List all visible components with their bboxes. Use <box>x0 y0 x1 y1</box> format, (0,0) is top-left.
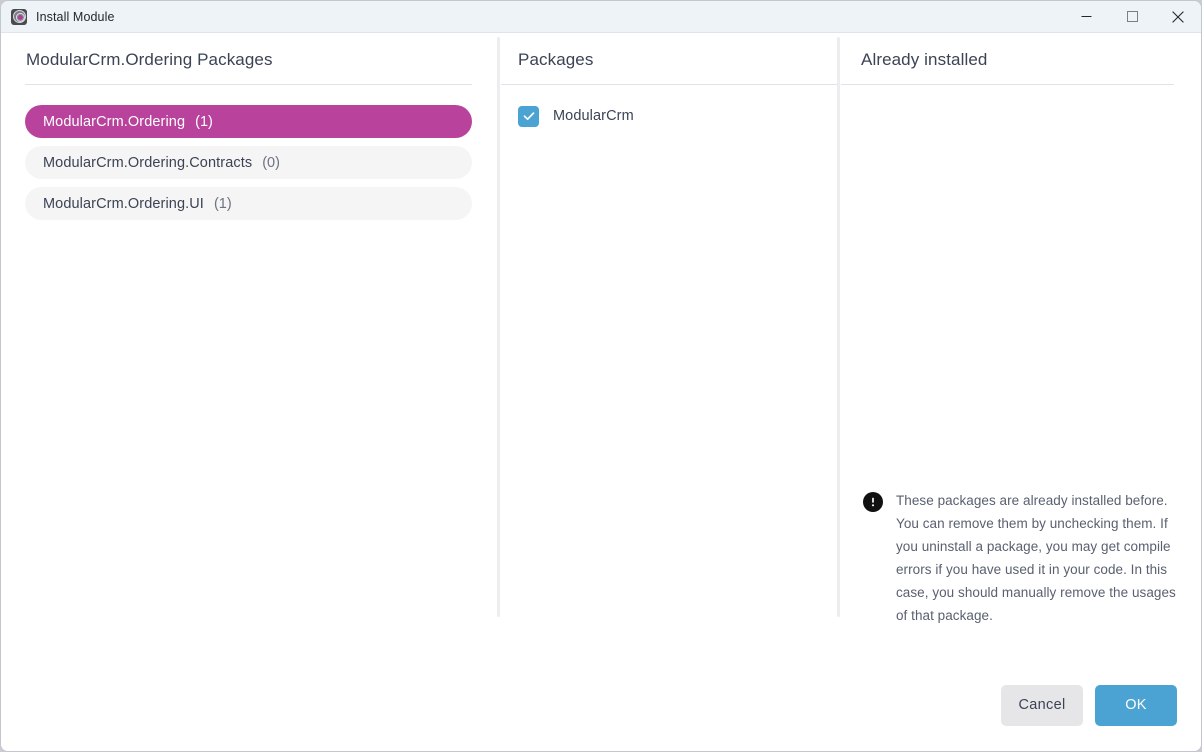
close-button[interactable] <box>1155 1 1201 32</box>
already-installed-pane: Already installed These packages are alr… <box>841 33 1201 659</box>
packages-pane: Packages ModularCrm <box>501 33 837 659</box>
package-count: (1) <box>195 113 213 130</box>
module-packages-divider <box>25 84 472 85</box>
list-item[interactable]: ModularCrm.Ordering (1) <box>25 105 472 138</box>
splitter-right[interactable] <box>837 37 840 617</box>
exclamation-circle-icon <box>863 492 883 512</box>
package-name: ModularCrm.Ordering.Contracts <box>43 154 253 171</box>
close-icon <box>1172 10 1184 23</box>
minimize-icon <box>1081 16 1091 17</box>
list-item[interactable]: ModularCrm.Ordering.Contracts (0) <box>25 146 472 179</box>
minimize-button[interactable] <box>1063 1 1109 32</box>
window-title: Install Module <box>36 9 115 24</box>
module-packages-pane: ModularCrm.Ordering Packages ModularCrm.… <box>1 33 497 659</box>
titlebar: Install Module <box>1 1 1201 33</box>
package-name: ModularCrm.Ordering.UI <box>43 195 204 212</box>
cancel-button[interactable]: Cancel <box>1001 684 1083 726</box>
package-count: (0) <box>262 154 280 171</box>
maximize-icon <box>1126 11 1138 22</box>
window-controls <box>1063 1 1201 32</box>
list-item[interactable]: ModularCrm.Ordering.UI (1) <box>25 187 472 220</box>
list-item[interactable]: ModularCrm <box>518 102 823 130</box>
package-name: ModularCrm.Ordering <box>43 113 186 130</box>
abp-logo-icon <box>11 8 27 25</box>
ok-button[interactable]: OK <box>1095 684 1177 726</box>
already-installed-info: These packages are already installed bef… <box>863 489 1179 627</box>
splitter-left[interactable] <box>497 37 500 617</box>
packages-divider <box>501 84 837 85</box>
module-packages-title: ModularCrm.Ordering Packages <box>26 50 273 69</box>
already-installed-divider <box>841 84 1174 85</box>
already-installed-info-text: These packages are already installed bef… <box>896 493 1176 623</box>
packages-checkbox-list: ModularCrm <box>518 102 823 136</box>
package-label: ModularCrm <box>553 108 634 124</box>
package-checkbox[interactable] <box>518 105 539 127</box>
maximize-button[interactable] <box>1109 1 1155 32</box>
dialog-footer: Cancel OK <box>1 659 1201 751</box>
check-icon <box>523 112 534 121</box>
package-count: (1) <box>213 195 232 212</box>
module-packages-list: ModularCrm.Ordering (1) ModularCrm.Order… <box>25 105 472 228</box>
already-installed-title: Already installed <box>861 50 988 69</box>
packages-title: Packages <box>518 50 594 69</box>
dialog-body: ModularCrm.Ordering Packages ModularCrm.… <box>1 33 1201 659</box>
